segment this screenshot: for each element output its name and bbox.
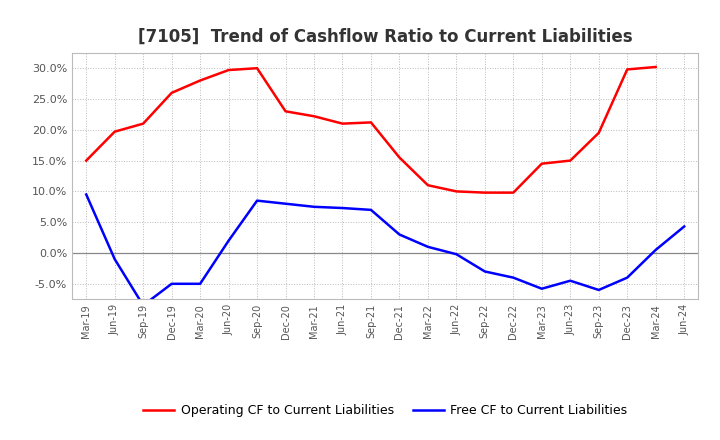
Free CF to Current Liabilities bbox=[196, 281, 204, 286]
Operating CF to Current Liabilities bbox=[310, 114, 318, 119]
Free CF to Current Liabilities bbox=[623, 275, 631, 280]
Free CF to Current Liabilities bbox=[395, 232, 404, 237]
Free CF to Current Liabilities bbox=[338, 205, 347, 211]
Operating CF to Current Liabilities bbox=[652, 64, 660, 70]
Free CF to Current Liabilities bbox=[110, 257, 119, 262]
Free CF to Current Liabilities bbox=[225, 238, 233, 243]
Free CF to Current Liabilities bbox=[282, 201, 290, 206]
Operating CF to Current Liabilities bbox=[509, 190, 518, 195]
Free CF to Current Liabilities bbox=[480, 269, 489, 274]
Operating CF to Current Liabilities bbox=[82, 158, 91, 163]
Operating CF to Current Liabilities bbox=[366, 120, 375, 125]
Free CF to Current Liabilities bbox=[423, 244, 432, 249]
Operating CF to Current Liabilities bbox=[282, 109, 290, 114]
Operating CF to Current Liabilities bbox=[338, 121, 347, 126]
Free CF to Current Liabilities bbox=[452, 252, 461, 257]
Operating CF to Current Liabilities bbox=[139, 121, 148, 126]
Free CF to Current Liabilities bbox=[537, 286, 546, 291]
Free CF to Current Liabilities bbox=[253, 198, 261, 203]
Operating CF to Current Liabilities bbox=[537, 161, 546, 166]
Free CF to Current Liabilities bbox=[652, 247, 660, 253]
Operating CF to Current Liabilities bbox=[253, 66, 261, 71]
Operating CF to Current Liabilities bbox=[623, 67, 631, 72]
Free CF to Current Liabilities bbox=[509, 275, 518, 280]
Operating CF to Current Liabilities bbox=[196, 78, 204, 83]
Operating CF to Current Liabilities bbox=[395, 155, 404, 160]
Operating CF to Current Liabilities bbox=[225, 67, 233, 73]
Free CF to Current Liabilities bbox=[82, 192, 91, 197]
Free CF to Current Liabilities bbox=[310, 204, 318, 209]
Line: Free CF to Current Liabilities: Free CF to Current Liabilities bbox=[86, 194, 684, 305]
Free CF to Current Liabilities bbox=[566, 278, 575, 283]
Operating CF to Current Liabilities bbox=[423, 183, 432, 188]
Free CF to Current Liabilities bbox=[680, 224, 688, 229]
Operating CF to Current Liabilities bbox=[566, 158, 575, 163]
Operating CF to Current Liabilities bbox=[595, 130, 603, 136]
Free CF to Current Liabilities bbox=[167, 281, 176, 286]
Legend: Operating CF to Current Liabilities, Free CF to Current Liabilities: Operating CF to Current Liabilities, Fre… bbox=[138, 399, 632, 422]
Line: Operating CF to Current Liabilities: Operating CF to Current Liabilities bbox=[86, 67, 656, 193]
Free CF to Current Liabilities bbox=[366, 207, 375, 213]
Free CF to Current Liabilities bbox=[595, 287, 603, 293]
Title: [7105]  Trend of Cashflow Ratio to Current Liabilities: [7105] Trend of Cashflow Ratio to Curren… bbox=[138, 28, 632, 46]
Free CF to Current Liabilities bbox=[139, 303, 148, 308]
Operating CF to Current Liabilities bbox=[167, 90, 176, 95]
Operating CF to Current Liabilities bbox=[452, 189, 461, 194]
Operating CF to Current Liabilities bbox=[110, 129, 119, 134]
Operating CF to Current Liabilities bbox=[480, 190, 489, 195]
